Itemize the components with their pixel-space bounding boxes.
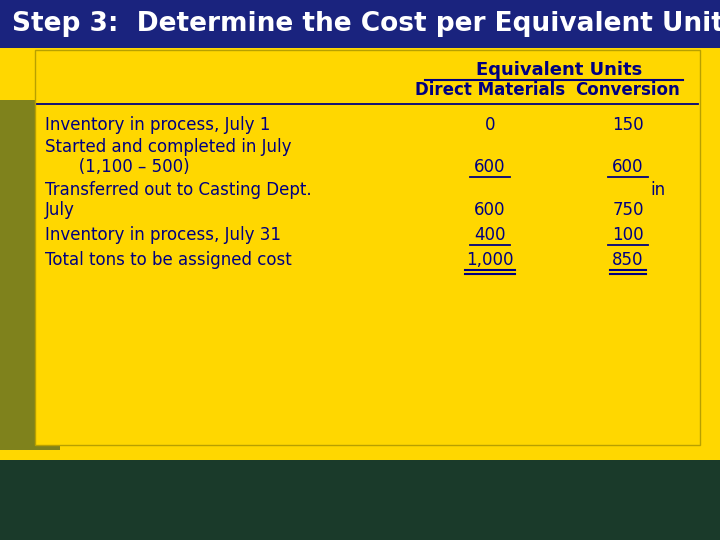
Text: 150: 150 — [612, 116, 644, 134]
Text: 1,000: 1,000 — [467, 251, 514, 269]
Text: 850: 850 — [612, 251, 644, 269]
Text: (1,100 – 500): (1,100 – 500) — [63, 158, 189, 176]
Text: Total tons to be assigned cost: Total tons to be assigned cost — [45, 251, 292, 269]
Polygon shape — [0, 100, 60, 450]
Text: July: July — [45, 201, 75, 219]
Text: 100: 100 — [612, 226, 644, 244]
Bar — [0, 0, 720, 48]
Text: 750: 750 — [612, 201, 644, 219]
Text: 600: 600 — [474, 158, 505, 176]
Text: Inventory in process, July 1: Inventory in process, July 1 — [45, 116, 271, 134]
Text: 600: 600 — [474, 201, 505, 219]
Bar — [0, 450, 720, 540]
Text: Direct Materials: Direct Materials — [415, 81, 565, 99]
Text: 0: 0 — [485, 116, 495, 134]
Text: 400: 400 — [474, 226, 505, 244]
Bar — [0, 440, 720, 460]
Text: Transferred out to Casting Dept.: Transferred out to Casting Dept. — [45, 181, 312, 199]
Text: Equivalent Units: Equivalent Units — [476, 61, 642, 79]
Text: Started and completed in July: Started and completed in July — [45, 138, 292, 156]
Text: Step 3:  Determine the Cost per Equivalent Unit: Step 3: Determine the Cost per Equivalen… — [12, 11, 720, 37]
Bar — [35, 50, 700, 445]
Text: Inventory in process, July 31: Inventory in process, July 31 — [45, 226, 281, 244]
Text: in: in — [650, 181, 665, 199]
Text: Conversion: Conversion — [575, 81, 680, 99]
Text: 600: 600 — [612, 158, 644, 176]
